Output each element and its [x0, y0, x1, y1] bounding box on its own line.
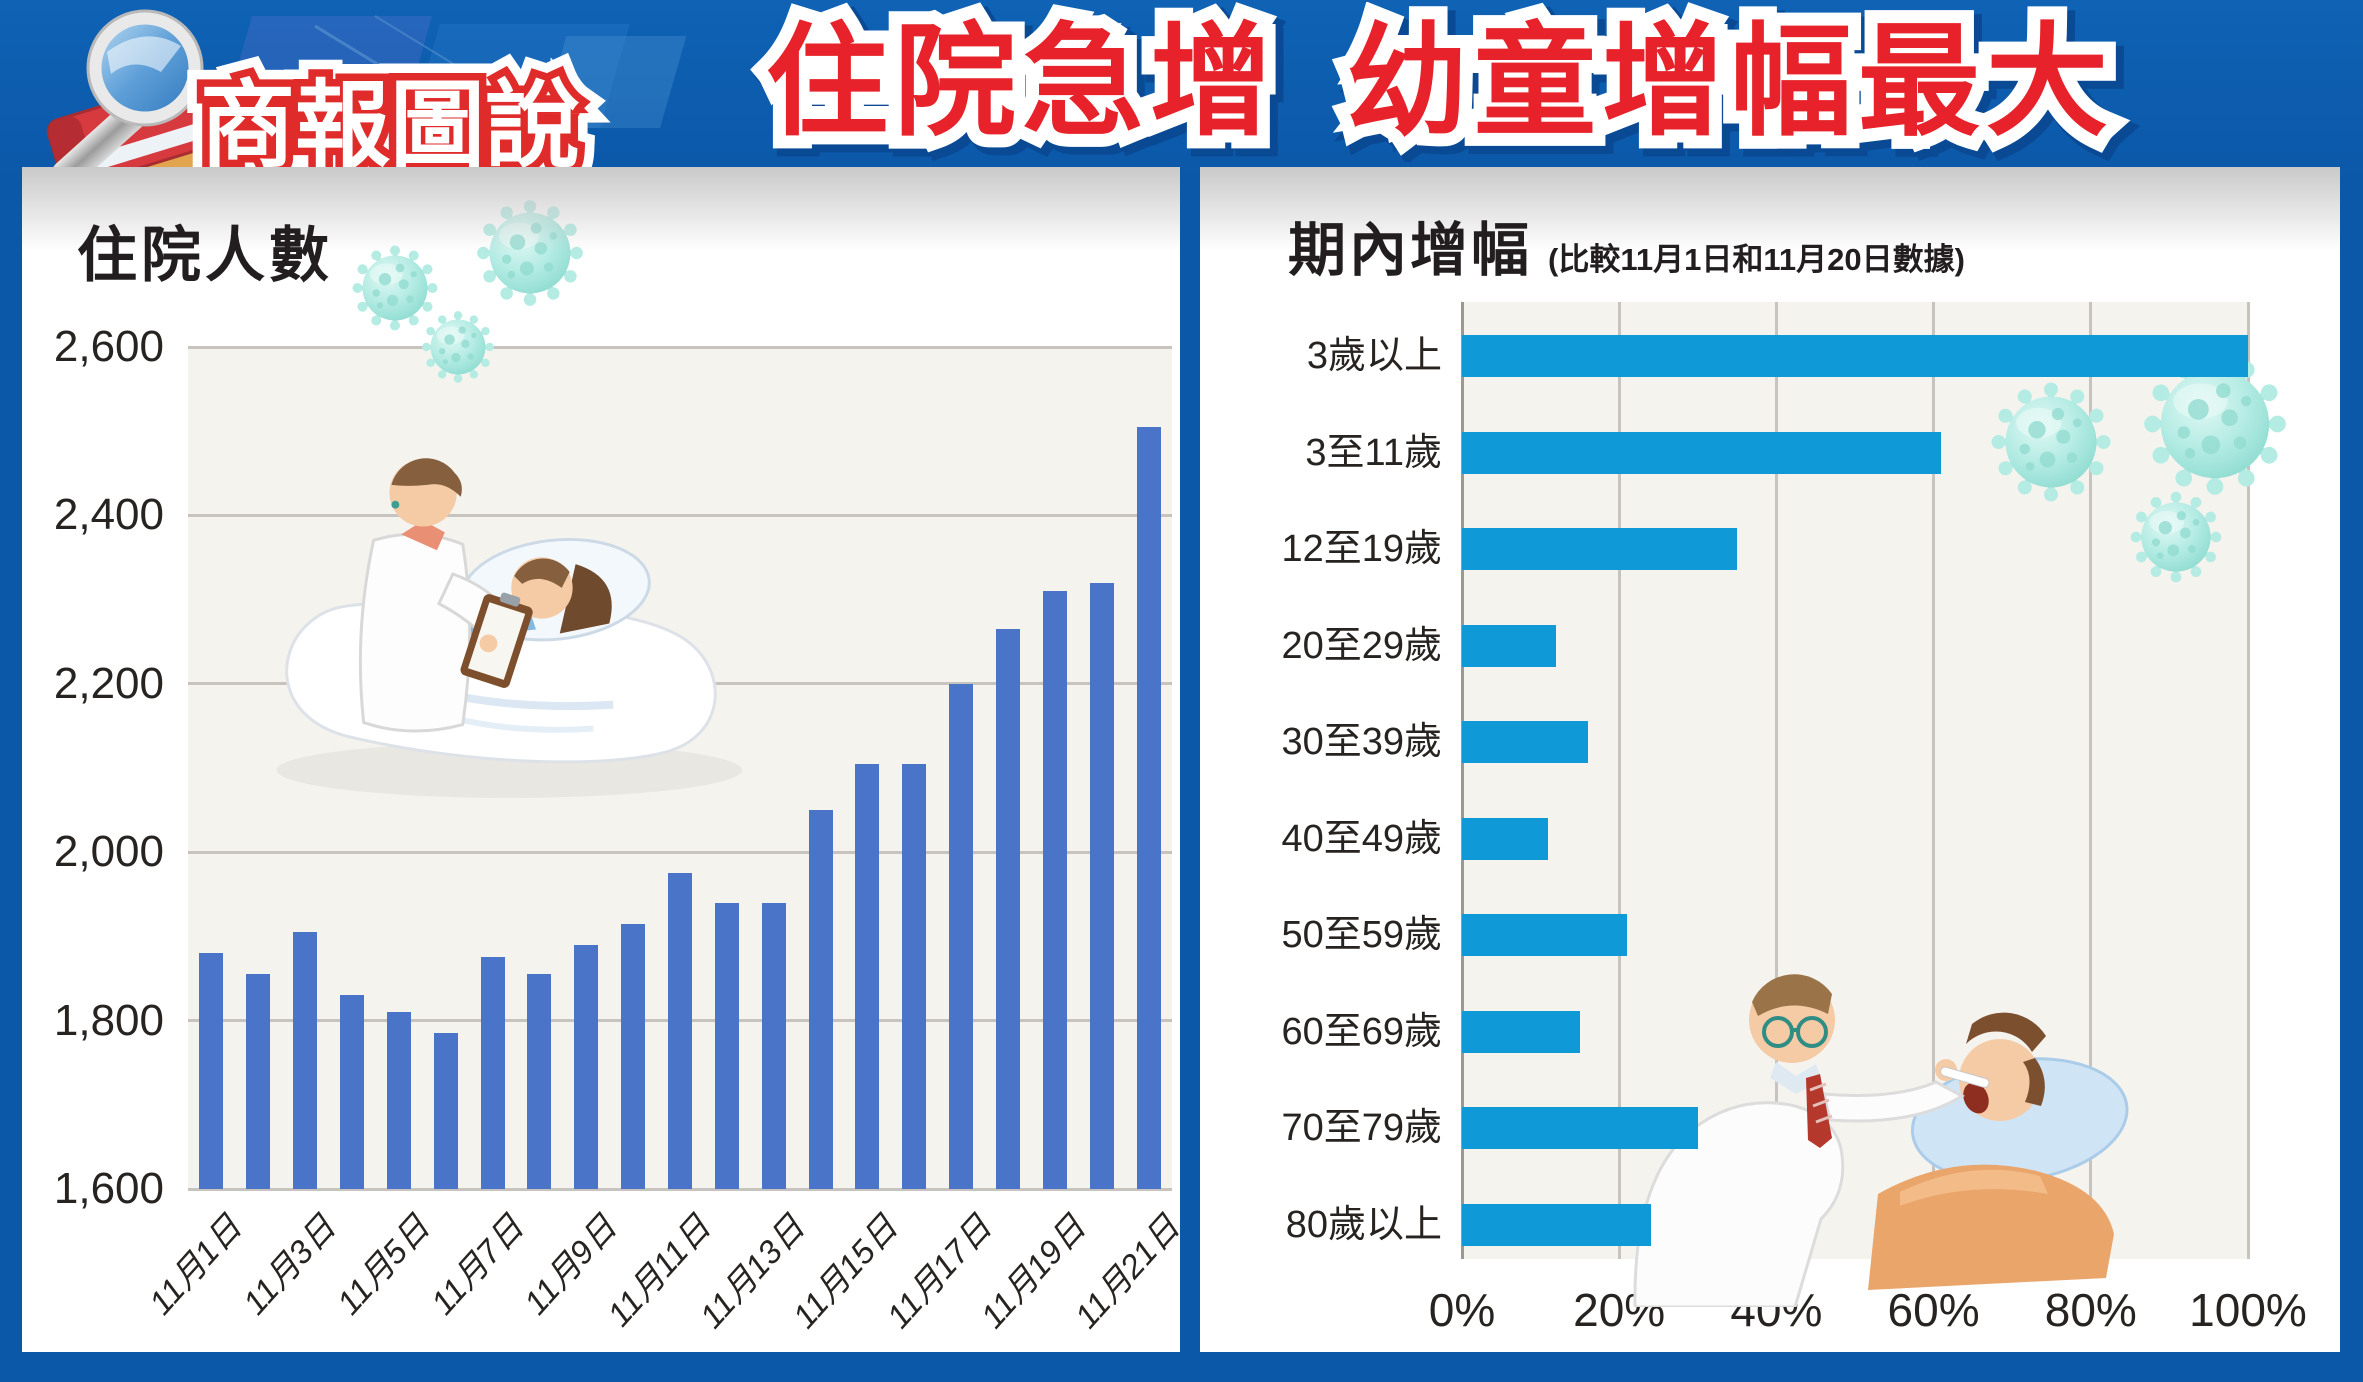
y-axis-tick: 1,800 — [53, 995, 164, 1045]
category-label: 50至59歲 — [1281, 914, 1442, 956]
bar-day-12 — [714, 902, 739, 1189]
x-axis-tick: 0% — [1428, 1284, 1496, 1336]
bar-5 — [1462, 721, 1588, 763]
gridline — [188, 345, 1172, 349]
gridline — [1932, 302, 1936, 1259]
bar-day-21 — [1136, 427, 1161, 1189]
bar-day-3 — [293, 932, 318, 1189]
bar-10 — [1462, 1203, 1651, 1246]
category-label: 12至19歲 — [1281, 528, 1442, 570]
bar-day-9 — [574, 944, 599, 1189]
bar-4 — [1462, 624, 1557, 667]
growth-panel: 期內增幅 (比較11月1日和11月20日數據) — [1200, 167, 2340, 1352]
main-title-shadow: 住院急增 幼童增幅最大 — [772, 20, 2120, 156]
bar-day-17 — [949, 683, 974, 1189]
bar-day-1 — [199, 953, 224, 1189]
left-chart-title: 住院人數 — [77, 222, 333, 289]
gridline — [2089, 302, 2093, 1259]
right-chart-title: 期內增幅 — [1288, 218, 1533, 283]
bar-7 — [1462, 914, 1628, 956]
gridline — [1460, 302, 1464, 1259]
bar-day-20 — [1089, 582, 1114, 1189]
bar-8 — [1462, 1010, 1580, 1053]
bar-day-4 — [340, 995, 364, 1189]
category-label: 60至69歲 — [1281, 1010, 1442, 1053]
gridline — [1617, 302, 1621, 1259]
category-label: 80歲以上 — [1285, 1203, 1442, 1246]
gridline — [2246, 302, 2250, 1259]
y-axis-tick: 2,000 — [53, 827, 164, 877]
bar-2 — [1462, 431, 1942, 474]
bar-1 — [1462, 335, 2248, 377]
gridline — [188, 513, 1172, 517]
y-axis-tick: 2,400 — [53, 490, 164, 540]
category-label: 30至39歲 — [1281, 721, 1442, 763]
category-label: 3歲以上 — [1306, 335, 1442, 377]
bar-3 — [1462, 528, 1738, 570]
bar-day-14 — [808, 810, 833, 1189]
doctor-patient-illustration — [276, 458, 742, 798]
bar-day-7 — [480, 957, 505, 1189]
gridline — [188, 850, 1172, 854]
virus-icon — [420, 309, 496, 385]
bar-day-11 — [668, 873, 692, 1189]
virus-icon — [474, 197, 586, 309]
doctor-exam-illustration — [1633, 974, 2129, 1307]
virus-icon — [2128, 489, 2224, 585]
main-title-text: 住院急增 幼童增幅最大 — [766, 14, 2114, 150]
bar-day-15 — [855, 763, 880, 1189]
bar-day-2 — [246, 974, 271, 1189]
y-axis-tick: 1,600 — [53, 1164, 164, 1213]
y-axis-tick: 2,600 — [53, 322, 164, 371]
x-axis-tick: 80% — [2044, 1284, 2137, 1336]
x-axis-tick: 60% — [1887, 1284, 1980, 1336]
bar-day-13 — [761, 902, 786, 1189]
bar-day-5 — [386, 1012, 411, 1189]
main-title: 住院急增 幼童增幅最大 住院急增 幼童增幅最大 — [753, 2, 2129, 162]
logo-text: 商報圖說 — [200, 73, 580, 179]
y-axis-tick: 2,200 — [53, 658, 164, 708]
category-label: 20至29歲 — [1281, 624, 1442, 667]
bar-6 — [1462, 817, 1549, 860]
bar-day-18 — [996, 629, 1020, 1189]
x-axis-tick: 100% — [2189, 1284, 2307, 1336]
bar-day-8 — [527, 974, 552, 1189]
right-chart-subtitle: (比較11月1日和11月20日數據) — [1548, 242, 1965, 277]
right-chart-header: 期內增幅 (比較11月1日和11月20日數據) — [1288, 203, 1965, 287]
bar-day-19 — [1042, 591, 1067, 1189]
bar-day-10 — [621, 923, 646, 1189]
category-label: 70至79歲 — [1281, 1107, 1442, 1149]
virus-icon — [1988, 379, 2114, 505]
bar-9 — [1462, 1107, 1698, 1149]
bar-day-16 — [902, 763, 927, 1189]
gridline — [1774, 302, 1778, 1259]
bar-day-6 — [433, 1033, 458, 1189]
category-label: 40至49歲 — [1281, 817, 1442, 860]
gridline — [188, 1187, 1172, 1191]
hospitalization-panel: 住院人數 2,600 2,4 — [22, 167, 1186, 1352]
category-label: 3至11歲 — [1305, 431, 1442, 474]
